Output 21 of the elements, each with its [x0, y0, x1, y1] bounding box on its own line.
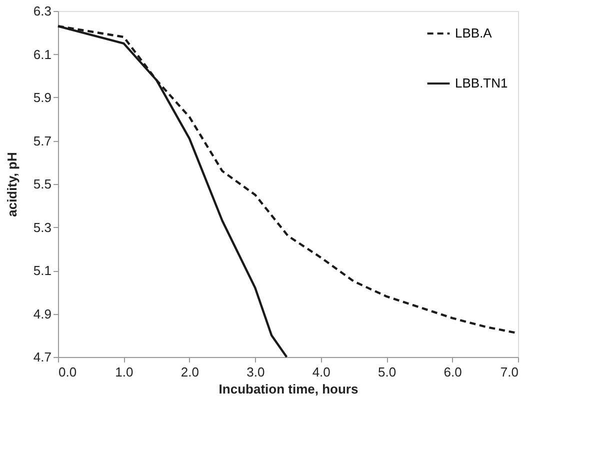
- x-tick-label: 4.0: [312, 364, 330, 380]
- y-tick-label: 5.1: [33, 263, 52, 278]
- x-tick-label: 1.0: [115, 364, 134, 380]
- y-tick-label: 4.9: [33, 306, 52, 322]
- x-tick-label: 6.0: [444, 364, 462, 380]
- legend-label: LBB.A: [455, 26, 492, 40]
- x-axis-title: Incubation time, hours: [218, 382, 358, 396]
- x-tick-label: 5.0: [378, 364, 396, 380]
- y-tick-label: 6.1: [33, 46, 52, 62]
- x-tick-label: 7.0: [500, 364, 518, 380]
- x-tick-label: 3.0: [246, 364, 265, 380]
- y-axis-title: acidity, pH: [4, 152, 20, 217]
- y-tick-label: 6.3: [33, 4, 52, 18]
- y-tick-label: 5.9: [33, 90, 52, 105]
- x-tick-label: 0.0: [58, 364, 77, 380]
- y-tick-label: 4.7: [33, 350, 52, 364]
- legend-label: LBB.TN1: [455, 76, 508, 90]
- y-tick-label: 5.5: [33, 176, 52, 192]
- y-tick-label: 5.7: [33, 133, 52, 148]
- x-tick-label: 2.0: [180, 364, 199, 380]
- y-tick-label: 5.3: [33, 220, 52, 235]
